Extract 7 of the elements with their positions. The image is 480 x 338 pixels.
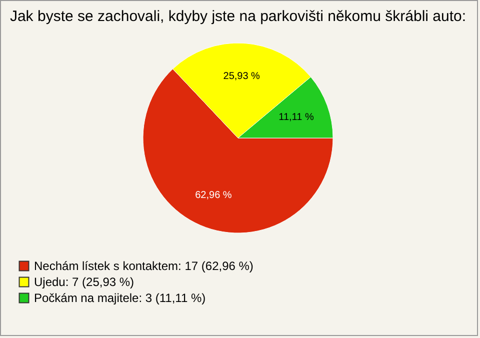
legend-label: Ujedu: 7 (25,93 %) xyxy=(34,275,134,289)
legend-label: Počkám na majitele: 3 (11,11 %) xyxy=(34,291,206,305)
data-label: 25,93 % xyxy=(223,71,260,82)
data-label: 62,96 % xyxy=(195,190,232,201)
data-label: 11,11 % xyxy=(278,112,314,123)
legend-label: Nechám lístek s kontaktem: 17 (62,96 %) xyxy=(34,259,254,273)
chart-title: Jak byste se zachovali, kdyby jste na parkovišti někomu škrábli auto: xyxy=(10,8,466,25)
